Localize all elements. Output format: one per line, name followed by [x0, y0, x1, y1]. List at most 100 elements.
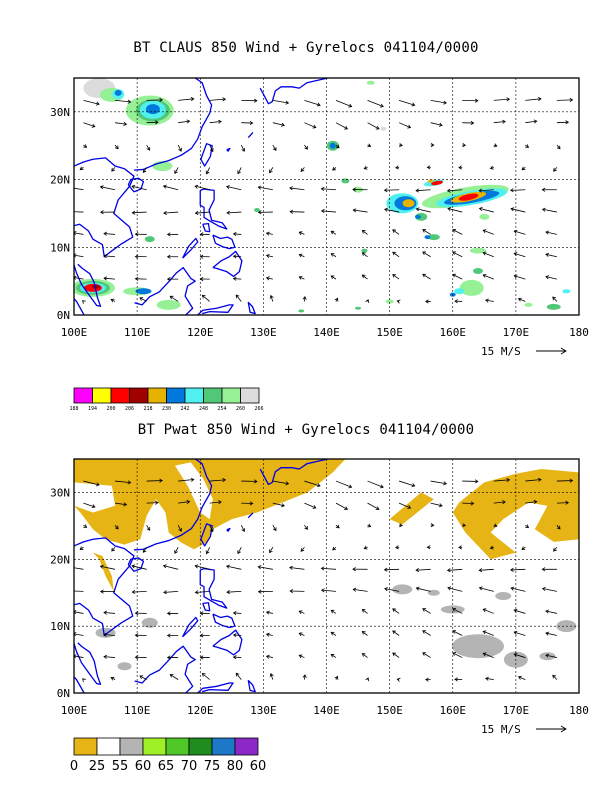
wind-arrow — [447, 208, 463, 213]
scale-label: 15 M/S — [481, 345, 521, 358]
wind-arrow-head — [194, 564, 199, 569]
wind-arrow-head — [190, 477, 195, 482]
colorbar-swatch — [73, 737, 98, 756]
coastline — [197, 682, 234, 693]
colorbar-label: 260 — [236, 406, 245, 412]
wind-arrow — [384, 588, 400, 592]
colorbar-swatch — [142, 737, 167, 756]
wind-arrow — [103, 634, 116, 636]
wind-arrow — [514, 653, 526, 658]
cloud-area — [254, 208, 261, 213]
wind-arrow-head — [110, 298, 115, 303]
wind-arrow — [114, 144, 119, 150]
wind-arrow-head — [166, 633, 171, 638]
wind-arrow-head — [166, 611, 171, 616]
cloud-area — [380, 126, 387, 131]
wind-arrow-head — [438, 503, 443, 508]
wind-arrow — [178, 501, 190, 504]
wind-arrow-head — [146, 527, 151, 531]
wind-arrow-head — [545, 230, 550, 235]
wind-arrow — [330, 253, 337, 258]
wind-arrow-head — [74, 654, 77, 659]
colorbar-swatch — [188, 737, 213, 756]
wind-arrow-head — [352, 208, 357, 213]
wind-arrow-head — [163, 210, 167, 216]
wind-arrow — [233, 233, 242, 235]
wind-arrow — [556, 524, 561, 530]
wind-arrow-head — [521, 166, 526, 171]
wind-arrow-head — [159, 97, 163, 102]
wind-arrow-head — [114, 525, 119, 530]
coastline — [133, 459, 213, 551]
wind-arrow-head — [82, 300, 86, 304]
cloud-area — [329, 142, 336, 149]
wind-arrow-head — [91, 504, 96, 509]
colorbar-swatch — [234, 737, 259, 756]
cloud-area — [114, 89, 122, 96]
wind-arrow-head — [513, 274, 518, 279]
wind-arrow-head — [422, 229, 427, 233]
wind-arrow — [289, 187, 305, 191]
wind-arrow-head — [454, 299, 458, 304]
wind-arrow — [525, 98, 541, 101]
lon-tick-label: 120E — [187, 326, 214, 339]
wind-arrow-head — [430, 142, 435, 148]
cloud-area — [402, 199, 415, 208]
wind-arrow — [206, 547, 211, 554]
wind-arrow — [270, 673, 274, 680]
coastline — [212, 250, 243, 278]
lon-tick-label: 100E — [61, 326, 88, 339]
wind-arrow — [174, 547, 179, 554]
wind-arrow — [163, 211, 179, 214]
wind-arrow — [266, 611, 273, 614]
wind-arrow — [272, 502, 285, 507]
cloud-area — [424, 235, 431, 240]
wind-arrow-head — [226, 590, 231, 595]
wind-arrow-head — [446, 568, 451, 573]
wind-arrow — [304, 674, 306, 680]
wind-arrow-head — [392, 251, 397, 256]
colorbar-swatch — [240, 387, 260, 404]
wind-arrow-head — [74, 632, 77, 637]
wind-arrow-head — [285, 100, 290, 105]
colorbar-swatch — [165, 737, 190, 756]
wind-arrow-head — [169, 295, 174, 300]
wind-arrow-head — [205, 550, 210, 555]
wind-arrow — [510, 189, 526, 191]
wind-arrow — [335, 502, 348, 510]
colorbar-label: 75 — [204, 759, 221, 774]
wind-arrow-head — [163, 590, 167, 595]
coastline — [74, 157, 135, 258]
wind-arrow — [206, 167, 211, 174]
wind-arrow-head — [298, 275, 303, 280]
wind-arrow-head — [95, 482, 100, 487]
wind-arrow-head — [127, 99, 132, 104]
wind-arrow-head — [384, 207, 388, 212]
wind-arrow-head — [552, 674, 557, 679]
wind-arrow-head — [186, 119, 191, 124]
wind-arrow — [269, 547, 274, 553]
wind-arrow-head — [300, 168, 305, 173]
wind-arrow-head — [302, 296, 307, 300]
wind-arrow — [452, 274, 463, 280]
wind-arrow — [195, 565, 210, 570]
wind-arrow-head — [415, 568, 420, 573]
wind-arrow — [177, 144, 182, 152]
wind-arrow-head — [199, 232, 204, 237]
wind-arrow-head — [537, 96, 542, 102]
wind-arrow — [556, 144, 561, 150]
wind-arrow-head — [422, 608, 427, 612]
wind-arrow-head — [443, 100, 448, 105]
coastline — [199, 188, 228, 230]
wind-arrow — [447, 587, 463, 592]
wind-arrow — [553, 167, 558, 172]
wind-arrow-head — [79, 166, 84, 171]
wind-arrow-head — [422, 630, 427, 634]
wind-arrow — [300, 547, 305, 552]
wind-arrow — [422, 229, 431, 235]
wind-arrow — [169, 674, 179, 680]
wind-arrow-head — [253, 479, 258, 484]
wind-arrow-head — [478, 586, 483, 591]
wind-arrow-head — [199, 611, 204, 616]
